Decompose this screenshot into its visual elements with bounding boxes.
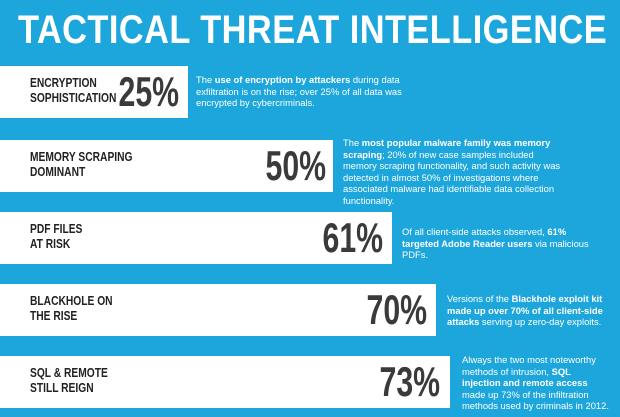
description-text: ; 20% of new case samples included memor… [343,148,561,206]
stat-percent-sql-remote: 73% [379,358,440,405]
description-highlight: 61% targeted Adobe Reader users [402,226,567,249]
description-highlight: SQL injection and remote access [462,365,588,389]
stat-percent-memory-scraping: 50% [265,142,326,189]
stat-label-sql-remote: SQL & REMOTE STILL REIGN [30,366,108,395]
stat-bar-pdf-files [0,212,392,264]
stat-bar-blackhole [0,284,436,336]
stat-percent-pdf-files: 61% [322,214,383,261]
stat-description-pdf-files: Of all client-side attacks observed, 61%… [402,226,602,261]
stat-percent-blackhole: 70% [366,286,427,333]
description-text: made up 73% of the infiltration methods … [462,388,609,412]
stat-description-encryption: The use of encryption by attackers durin… [196,74,416,109]
description-text: during data exfiltration is on the rise;… [196,74,402,108]
stat-bar-encryption [0,66,188,118]
description-text: The [343,137,362,148]
stat-bar-sql-remote [0,356,450,408]
stat-label-pdf-files: PDF FILES AT RISK [30,222,83,251]
stat-description-sql-remote: Always the two most noteworthy methods o… [462,354,610,412]
page-title: TACTICAL THREAT INTELLIGENCE [18,8,608,52]
description-highlight: use of encryption by attackers [214,74,351,85]
description-text: Versions of the [447,293,512,304]
stat-label-memory-scraping: MEMORY SCRAPING DOMINANT [30,150,133,179]
description-highlight: Blackhole exploit kit made up over 70% o… [447,293,603,327]
stat-label-blackhole: BLACKHOLE ON THE RISE [30,294,113,323]
description-text: Always the two most noteworthy methods o… [462,354,596,377]
description-text: Of all client-side attacks observed, [402,226,548,237]
description-text: The [196,74,215,85]
description-text: via malicious PDFs. [402,237,589,261]
stat-bar-memory-scraping [0,140,333,192]
stat-description-memory-scraping: The most popular malware family was memo… [343,137,565,206]
description-highlight: most popular malware family was memory s… [343,137,551,160]
description-text: serving up zero-day exploits. [479,316,602,327]
stat-percent-encryption: 25% [118,68,179,115]
stat-description-blackhole: Versions of the Blackhole exploit kit ma… [447,293,607,328]
stat-label-encryption: ENCRYPTION SOPHISTICATION [30,76,117,105]
